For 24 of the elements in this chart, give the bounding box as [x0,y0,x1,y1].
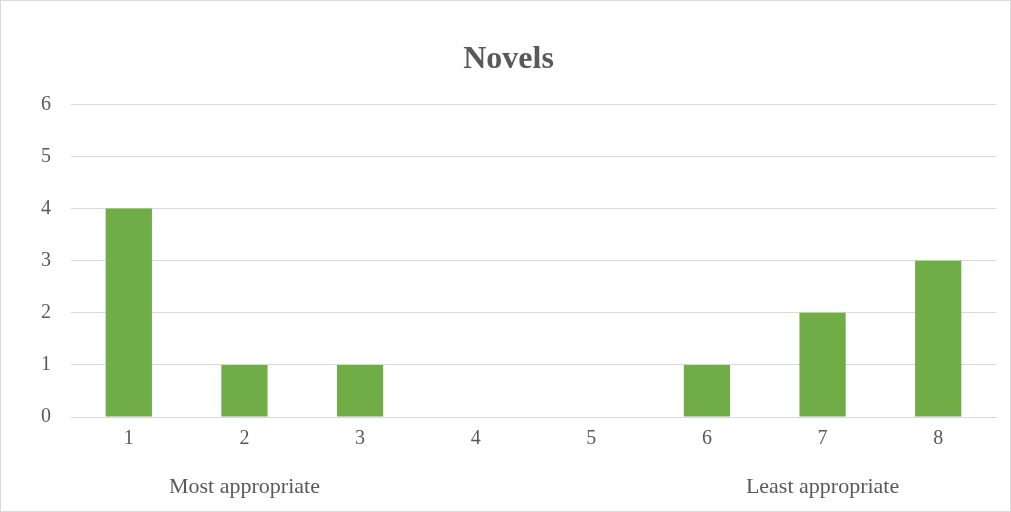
bar [683,364,731,417]
x-tick-label: 8 [933,426,944,449]
x-tick-label: 5 [586,426,597,449]
x-tick-label: 6 [701,426,712,449]
y-tick-label: 0 [41,404,51,427]
bar [221,364,268,417]
x-tick-label: 3 [355,426,366,449]
text: Least appropriate [745,472,900,498]
x-tick-label: 1 [123,426,134,449]
y-tick-label: 4 [41,195,51,218]
x-tick-label: 4 [470,426,481,449]
bar [799,312,846,417]
text: Most appropriate [168,472,320,498]
x-tick-label: 2 [239,426,250,449]
y-tick-label: 3 [41,247,51,270]
y-tick-label: 5 [41,143,51,166]
bar [105,208,152,417]
y-tick-label: 1 [41,352,51,375]
x-tick-label: 7 [817,426,828,449]
chart-title: Novels [463,39,554,76]
y-tick-label: 2 [41,300,51,323]
bar [915,260,962,417]
y-tick-label: 6 [41,91,51,114]
bar [336,364,384,417]
